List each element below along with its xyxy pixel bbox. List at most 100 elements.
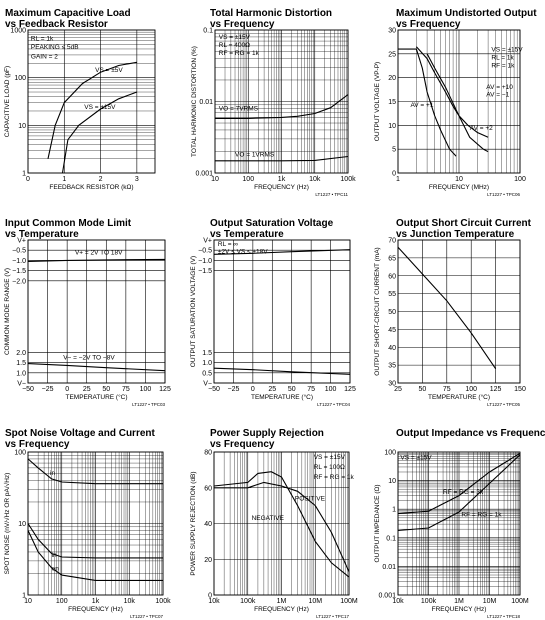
undistorted-annotation: AV = +10	[486, 84, 513, 91]
noise-series-1	[27, 523, 163, 559]
out-sat-grid	[213, 239, 351, 384]
thd-title-line: Total Harmonic Distortion	[210, 8, 332, 19]
short-circuit-plot-frame	[397, 239, 521, 384]
thd-y-tick-label: 0.01	[199, 99, 213, 106]
zout-series-1	[397, 454, 521, 532]
common-mode-y-tick-label: V−	[17, 381, 26, 388]
undistorted-y-tick-label: 20	[388, 75, 396, 82]
psrr-plot-frame	[213, 451, 350, 596]
zout-annotation: VS = ±15V	[400, 454, 432, 461]
undistorted-x-tick-label: 100	[514, 176, 526, 183]
psrr-x-tick-label: 10M	[308, 598, 322, 605]
undistorted-annotation: AV = −1	[486, 91, 509, 98]
undistorted-y-tick-label: 5	[392, 147, 396, 154]
out-sat-x-tick-label: 50	[288, 386, 296, 393]
psrr-y-tick-label: 0	[208, 593, 212, 600]
undistorted-y-tick-label: 30	[388, 28, 396, 35]
short-circuit-y-tick-label: 70	[388, 238, 396, 245]
cap-load-y-axis-label: CAPACITIVE LOAD (pF)	[4, 66, 11, 137]
common-mode-x-tick-label: 0	[65, 386, 69, 393]
common-mode-y-tick-label: −1.0	[12, 258, 26, 265]
zout-annotation: RF = RG = 1k	[461, 512, 502, 519]
out-sat-x-axis-label: TEMPERATURE (°C)	[251, 393, 313, 401]
short-circuit-y-tick-label: 60	[388, 273, 396, 280]
thd-x-tick-label: 100k	[340, 176, 356, 183]
common-mode-y-tick-label: −0.5	[12, 248, 26, 255]
out-sat-plot-frame	[213, 239, 351, 384]
out-sat-y-tick-label: −1.5	[198, 268, 212, 275]
psrr-x-tick-label: 1M	[277, 598, 287, 605]
thd-annotation: VO = 1VRMS	[235, 152, 275, 159]
out-sat-y-tick-label: V+	[203, 238, 212, 245]
common-mode-x-tick-label: 50	[102, 386, 110, 393]
out-sat-y-axis-label: OUTPUT SATURATION VOLTAGE (V)	[190, 256, 197, 367]
out-sat-y-tick-label: −1.0	[198, 258, 212, 265]
cap-load-y-tick-label: 1000	[10, 28, 26, 35]
out-sat-title-line: Output Saturation Voltage	[210, 218, 334, 229]
common-mode-x-tick-label: 100	[140, 386, 152, 393]
noise-y-tick-label: 10	[18, 521, 26, 528]
noise-title-line: vs Frequency	[5, 439, 70, 450]
thd-x-tick-label: 10	[211, 176, 219, 183]
common-mode-x-tick-label: −25	[42, 386, 54, 393]
thd-annotation: RL = 400Ω	[219, 42, 250, 49]
zout-y-tick-label: 0.001	[378, 593, 396, 600]
zout-y-tick-label: 10	[388, 478, 396, 485]
common-mode-figure-code: LT1227 • TPC03	[132, 402, 165, 407]
thd-annotation: VO = 7VRMS	[219, 105, 259, 112]
short-circuit-y-tick-label: 50	[388, 309, 396, 316]
thd-figure-code: LT1227 • TPC11	[315, 192, 348, 197]
short-circuit-x-axis-label: TEMPERATURE (°C)	[428, 393, 490, 401]
common-mode-y-tick-label: 2.0	[16, 350, 26, 357]
out-sat-y-tick-label: 1.0	[202, 360, 212, 367]
cap-load-x-tick-label: 3	[135, 176, 139, 183]
psrr-y-axis-label: POWER SUPPLY REJECTION (dB)	[190, 471, 197, 575]
cap-load-annotation: PEAKING ≤ 5dB	[31, 44, 79, 51]
noise-annotation: in	[50, 470, 55, 477]
short-circuit-y-tick-label: 35	[388, 363, 396, 370]
noise-y-axis-label: SPOT NOISE (nV/√Hz OR pA/√Hz)	[3, 473, 11, 575]
psrr-annotation: POSITIVE	[295, 495, 326, 502]
common-mode-x-tick-label: 75	[122, 386, 130, 393]
thd-x-axis-label: FREQUENCY (Hz)	[254, 184, 309, 191]
short-circuit-grid	[397, 239, 521, 384]
psrr-x-tick-label: 100k	[240, 598, 256, 605]
psrr-annotation: RL = 100Ω	[314, 464, 345, 471]
thd-series-1	[215, 155, 349, 162]
common-mode-y-tick-label: V+	[17, 238, 26, 245]
noise-y-tick-label: 1	[22, 593, 26, 600]
short-circuit-y-tick-label: 45	[388, 327, 396, 334]
noise-annotation: in	[52, 552, 57, 559]
undistorted-y-axis-label: OUTPUT VOLTAGE (VP-P)	[374, 62, 381, 141]
undistorted-series-0	[398, 48, 457, 157]
undistorted-title-line: Maximum Undistorted Output	[396, 8, 537, 19]
cap-load-annotation: VS = ±5V	[95, 67, 123, 74]
common-mode-grid	[27, 239, 166, 384]
short-circuit-x-tick-label: 150	[514, 386, 526, 393]
common-mode-title-line: vs Temperature	[5, 229, 79, 240]
zout-x-tick-label: 100k	[421, 598, 437, 605]
undistorted-annotation: AV = +2	[470, 125, 493, 132]
zout-annotation: RF = RG = 3k	[443, 489, 484, 496]
noise-title-line: Spot Noise Voltage and Current	[5, 428, 155, 439]
cap-load-series-1	[61, 91, 138, 174]
thd-series-0	[215, 94, 349, 119]
zout-y-axis-label: OUTPUT IMPEDANCE (Ω)	[374, 484, 381, 562]
psrr-x-axis-label: FREQUENCY (Hz)	[254, 606, 309, 613]
psrr-y-tick-label: 80	[204, 450, 212, 457]
undistorted-series-2	[426, 53, 489, 153]
undistorted-y-tick-label: 25	[388, 51, 396, 58]
short-circuit-title-line: vs Junction Temperature	[396, 229, 515, 240]
psrr-title-line: Power Supply Rejection	[210, 428, 324, 439]
short-circuit-title-line: Output Short Circuit Current	[396, 218, 532, 229]
zout-y-tick-label: 0.01	[382, 564, 396, 571]
cap-load-annotation: RL = 1k	[31, 36, 54, 43]
short-circuit-x-tick-label: 100	[465, 386, 477, 393]
cap-load-title-line: vs Feedback Resistor	[5, 19, 108, 30]
cap-load-annotation: VS = ±15V	[84, 104, 116, 111]
zout-grid	[397, 451, 521, 596]
